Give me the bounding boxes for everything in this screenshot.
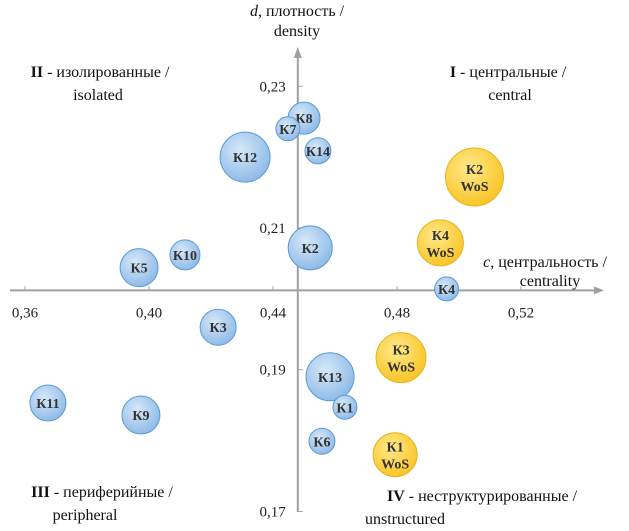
bubble-К14: К14 (304, 137, 332, 165)
x-tick-label: 0,36 (12, 305, 39, 321)
quadrant-IV-en: unstructured (365, 511, 445, 528)
bubble-К4: К4 (434, 276, 460, 302)
bubble-circle (304, 137, 332, 165)
y-tick-label: 0,21 (260, 221, 286, 237)
x-axis-var: c (483, 254, 490, 271)
x-tick-label: 0,52 (508, 305, 534, 321)
quadrant-IV-label: IV - неструктурированные / (387, 488, 578, 505)
y-axis-title: d, плотность / (250, 3, 345, 20)
bubble-wos-К1: К1 WoS (372, 432, 418, 478)
bubble-label: К1 (336, 401, 353, 416)
bubble-К2: К2 (287, 225, 333, 271)
quadrant-I-ru: - центральные / (456, 64, 567, 81)
bubble-circle (434, 276, 460, 302)
quadrant-I-num: I (450, 64, 456, 81)
bubble-sublabel: WoS (387, 361, 415, 376)
bubble-circle (308, 427, 336, 455)
y-tick-label: 0,19 (260, 363, 286, 379)
bubble-circle (305, 352, 355, 402)
y-tick-label: 0,17 (260, 504, 287, 520)
bubble-К11: К11 (29, 384, 67, 422)
bubble-circle (119, 248, 159, 288)
quadrant-IV-ru: - неструктурированные / (405, 488, 578, 505)
bubble-circle (332, 394, 358, 420)
bubble-К12: К12 (219, 131, 271, 183)
x-tick-label: 0,44 (260, 305, 287, 321)
bubble-circle (29, 384, 67, 422)
bubble-label: К10 (173, 249, 197, 264)
bubble-circle (445, 147, 504, 207)
bubbles: К8К7К14К12К2К10К5К4К3К13К1К11К9К6К2WoSК4… (29, 101, 504, 478)
quadrant-II-num: II (31, 64, 43, 81)
bubble-К6: К6 (308, 427, 336, 455)
bubble-circle (375, 332, 427, 384)
bubble-wos-К2: К2 WoS (445, 147, 504, 207)
bubble-label: К5 (131, 262, 148, 277)
quadrant-III-label: III - периферийные / (31, 484, 173, 501)
bubble-circle (372, 432, 418, 478)
x-axis-arrow-icon (594, 286, 604, 295)
x-axis-title-en: centrality (520, 273, 580, 290)
bubble-К10: К10 (169, 239, 201, 271)
bubble-circle (275, 116, 301, 142)
bubble-К9: К9 (121, 395, 161, 435)
bubble-circle (199, 308, 237, 346)
bubble-label: К4 (432, 229, 449, 244)
bubble-circle (121, 395, 161, 435)
quadrant-III-num: III (31, 484, 50, 501)
x-axis-title: c, центральность / (483, 254, 607, 271)
y-axis-arrow-icon (293, 47, 302, 58)
bubble-sublabel: WoS (426, 246, 454, 261)
bubble-label: К14 (306, 145, 330, 160)
quadrant-I-en: central (488, 87, 532, 104)
quadrant-IV-num: IV (387, 488, 405, 505)
bubble-label: К1 (387, 441, 404, 456)
bubble-sublabel: WoS (381, 458, 409, 473)
quadrant-II-en: isolated (73, 87, 123, 104)
quadrant-I-label: I - центральные / (450, 64, 567, 81)
y-tick-label: 0,23 (260, 79, 286, 95)
bubble-sublabel: WoS (460, 180, 488, 195)
bubble-К5: К5 (119, 248, 159, 288)
x-axis-title-ru: , центральность / (490, 254, 607, 271)
y-axis-title-en: density (274, 23, 320, 40)
quadrant-III-ru: - периферийные / (50, 484, 174, 501)
bubble-К1: К1 (332, 394, 358, 420)
bubble-label: К2 (466, 163, 483, 178)
bubble-circle (287, 225, 333, 271)
bubble-label: К13 (318, 371, 342, 386)
bubble-wos-К4: К4 WoS (416, 219, 464, 267)
bubble-circle (169, 239, 201, 271)
bubble-label: К4 (438, 283, 455, 298)
quadrant-III-en: peripheral (53, 507, 118, 524)
bubble-label: К3 (210, 321, 227, 336)
x-tick-label: 0,40 (136, 305, 162, 321)
bubble-label: К8 (295, 112, 312, 127)
bubble-label: К11 (36, 397, 59, 412)
bubble-К7: К7 (275, 116, 301, 142)
bubble-circle (416, 219, 464, 267)
bubble-label: К6 (313, 435, 330, 450)
bubble-label: К7 (279, 123, 296, 138)
quadrant-II-label: II - изолированные / (31, 64, 170, 81)
bubble-label: К3 (392, 344, 409, 359)
quadrant-II-ru: - изолированные / (43, 64, 170, 81)
y-axis-var: d (250, 3, 259, 20)
bubble-К3: К3 (199, 308, 237, 346)
bubble-wos-К3: К3 WoS (375, 332, 427, 384)
bubble-label: К12 (233, 151, 257, 166)
y-axis-title-ru: , плотность / (258, 3, 345, 20)
x-tick-label: 0,48 (384, 305, 410, 321)
bubble-label: К2 (302, 242, 319, 257)
bubble-circle (219, 131, 271, 183)
bubble-К13: К13 (305, 352, 355, 402)
bubble-label: К9 (132, 409, 149, 424)
